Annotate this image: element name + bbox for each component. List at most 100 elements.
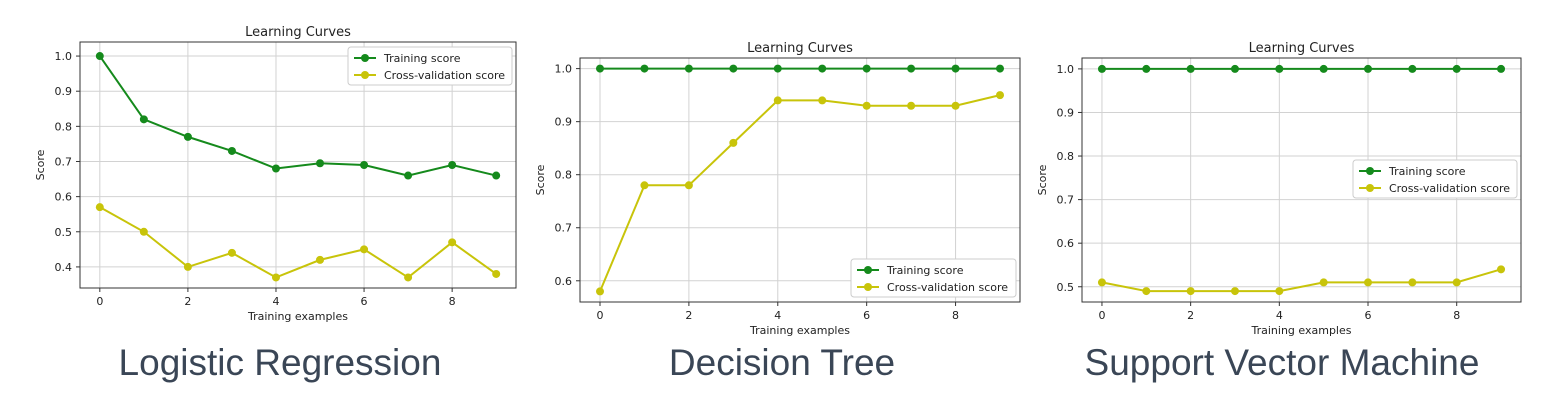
x-tick-label: 4 (774, 309, 781, 322)
legend-label: Cross-validation score (384, 69, 505, 82)
data-point-cv (684, 181, 693, 190)
series-line-training (98, 55, 497, 177)
data-point-training (1097, 64, 1106, 73)
caption-decision-tree: Decision Tree (668, 342, 896, 383)
caption-support-vector-machine: Support Vector Machine (1084, 342, 1480, 383)
y-tick-label: 0.6 (55, 191, 73, 204)
y-tick-label: 1.0 (55, 50, 73, 63)
data-point-cv (1452, 278, 1461, 287)
y-tick-label: 0.4 (55, 261, 73, 274)
data-point-cv (1097, 278, 1106, 287)
data-point-cv (183, 262, 192, 271)
data-point-training (1452, 64, 1461, 73)
legend-swatch-marker (864, 283, 872, 291)
data-point-training (862, 64, 871, 73)
data-point-training (951, 64, 960, 73)
plot-frame (579, 57, 1021, 303)
legend-label: Training score (1388, 165, 1466, 178)
data-point-cv (1230, 287, 1239, 296)
data-point-cv (1275, 287, 1284, 296)
data-point-training (684, 64, 693, 73)
data-point-training (1319, 64, 1328, 73)
legend-swatch-marker (1366, 167, 1374, 175)
data-point-training (1497, 64, 1506, 73)
y-tick-label: 0.8 (1057, 150, 1075, 163)
data-point-cv (1364, 278, 1373, 287)
data-point-cv (448, 238, 457, 247)
data-point-training (227, 146, 236, 155)
legend-box (1352, 159, 1518, 199)
legend-label: Training score (886, 264, 964, 277)
data-point-training (316, 159, 325, 168)
data-point-training (596, 64, 604, 73)
plot-frame (1081, 57, 1522, 303)
x-axis-label: Training examples (1251, 324, 1352, 337)
data-point-cv (139, 227, 148, 236)
legend-box (347, 46, 513, 86)
y-tick-label: 0.7 (55, 155, 73, 168)
y-tick-label: 0.7 (1057, 194, 1075, 207)
data-point-cv (1408, 278, 1417, 287)
legend-swatch-marker (1366, 184, 1374, 192)
data-point-cv (818, 96, 827, 105)
series-line-cv (1101, 268, 1502, 293)
data-point-cv (729, 138, 738, 147)
x-tick-label: 0 (96, 295, 103, 308)
data-point-training (729, 64, 738, 73)
data-point-cv (907, 101, 916, 110)
x-tick-label: 6 (361, 295, 368, 308)
y-tick-label: 1.0 (1057, 63, 1075, 76)
y-tick-label: 0.9 (1057, 106, 1075, 119)
x-tick-label: 8 (1453, 309, 1460, 322)
x-tick-label: 4 (1276, 309, 1283, 322)
x-tick-label: 8 (952, 309, 959, 322)
legend-box (850, 258, 1017, 298)
data-point-cv (1497, 265, 1506, 274)
data-point-training (1230, 64, 1239, 73)
y-tick-label: 0.8 (555, 169, 573, 182)
x-tick-label: 6 (863, 309, 870, 322)
data-point-training (183, 132, 192, 141)
data-point-cv (360, 245, 369, 254)
data-point-cv (596, 287, 604, 296)
data-point-training (271, 164, 280, 173)
data-point-cv (227, 248, 236, 257)
data-point-training (492, 171, 501, 180)
y-tick-label: 0.5 (1057, 281, 1075, 294)
legend-label: Training score (383, 52, 461, 65)
data-point-cv (404, 273, 413, 282)
caption-logistic-regression: Logistic Regression (118, 342, 442, 383)
data-point-cv (316, 255, 325, 264)
y-axis-label: Score (534, 164, 547, 195)
y-tick-label: 0.7 (555, 222, 573, 235)
data-point-cv (492, 269, 501, 278)
data-point-training (996, 64, 1004, 73)
x-tick-label: 2 (184, 295, 191, 308)
y-axis-label: Score (34, 149, 47, 180)
legend-swatch-marker (864, 266, 872, 274)
data-point-cv (1142, 287, 1151, 296)
data-point-training (95, 52, 104, 61)
x-tick-label: 8 (449, 295, 456, 308)
data-point-training (907, 64, 916, 73)
x-tick-label: 0 (597, 309, 604, 322)
y-tick-label: 0.8 (55, 120, 73, 133)
data-point-cv (862, 101, 871, 110)
plot-frame (79, 41, 517, 289)
x-tick-label: 4 (272, 295, 279, 308)
data-point-training (139, 115, 148, 124)
y-tick-label: 0.9 (555, 116, 573, 129)
chart-title: Learning Curves (1249, 41, 1355, 56)
data-point-training (448, 161, 457, 169)
legend-swatch-marker (361, 54, 369, 62)
chart-title: Learning Curves (747, 41, 853, 56)
y-tick-label: 0.6 (555, 275, 573, 288)
data-point-training (1364, 64, 1373, 73)
data-point-cv (271, 273, 280, 282)
data-point-cv (951, 101, 960, 110)
chart-title: Learning Curves (245, 25, 351, 40)
data-point-training (640, 64, 649, 73)
data-point-training (1142, 64, 1151, 73)
y-tick-label: 0.5 (55, 226, 73, 239)
